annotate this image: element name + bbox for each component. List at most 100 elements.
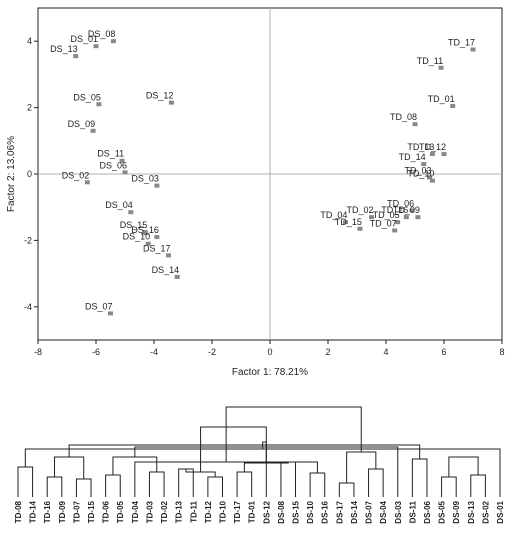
dendrogram-leaf-label: TD-10 — [218, 500, 227, 523]
dendrogram-branch — [262, 441, 267, 497]
point-label: TD_13 — [407, 142, 434, 152]
point-label: TD_06 — [387, 199, 414, 209]
x-axis-ticks: -8 -6 -4 -2 0 2 4 6 8 — [34, 340, 505, 357]
data-point: DS_15 — [120, 220, 148, 235]
point-marker — [395, 220, 401, 225]
point-marker — [168, 100, 174, 105]
dendrogram-branch — [105, 474, 121, 497]
point-label: TD_12 — [419, 142, 446, 152]
data-point: TD_04 — [320, 210, 348, 225]
x-tick-label: 6 — [441, 347, 446, 357]
dendrogram-branch — [134, 461, 318, 497]
point-marker — [73, 54, 79, 59]
y-axis-label: Factor 2: 13.06% — [6, 136, 17, 212]
x-tick-label: -4 — [150, 347, 158, 357]
point-marker — [357, 226, 363, 231]
dendrogram-leaf-label: DS-17 — [335, 500, 344, 523]
dendrogram-leaf-label: TD-15 — [87, 500, 96, 523]
point-marker — [409, 208, 415, 213]
dendrogram-branch — [17, 466, 34, 497]
point-marker — [421, 162, 427, 167]
dendrogram-leaf-label: TD-04 — [131, 500, 140, 523]
data-point: TD_06 — [387, 199, 415, 213]
point-label: DS_03 — [131, 174, 159, 184]
data-point: DS_11 — [97, 149, 125, 163]
dendrogram-leaf-label: TD-16 — [43, 500, 52, 523]
point-label: DS_04 — [105, 200, 133, 210]
point-label: DS_15 — [120, 220, 148, 230]
dendrogram-leaf-label: TD-05 — [116, 500, 125, 523]
y-tick-label: -2 — [24, 235, 32, 245]
point-label: TD_11 — [417, 56, 443, 66]
point-label: DS_17 — [143, 243, 171, 253]
point-marker — [90, 128, 96, 133]
dendrogram-branch — [24, 448, 501, 497]
point-marker — [128, 210, 134, 215]
point-label: DS_12 — [146, 91, 174, 101]
point-label: TD_05 — [373, 210, 400, 220]
point-marker — [403, 215, 409, 220]
dendrogram-branch — [236, 471, 253, 497]
data-point: DS_12 — [146, 91, 174, 105]
x-tick-label: 0 — [267, 347, 272, 357]
dendrogram-leaf-labels: TD-08 TD-14 TD-16 TD-09 TD-07 TD-15 TD-06 TD-05… — [14, 500, 505, 523]
data-point: DS_01 — [70, 34, 99, 49]
x-tick-label: -6 — [92, 347, 100, 357]
data-point: DS_13 — [50, 44, 79, 59]
point-marker — [429, 178, 435, 183]
data-point: DS_08 — [88, 29, 116, 44]
dendrogram-branch — [225, 406, 362, 462]
data-point: DS_05 — [73, 92, 102, 107]
point-label: DS_13 — [50, 44, 78, 54]
dendrogram-leaf-label: DS-14 — [350, 500, 359, 523]
dendrogram-leaf-label: DS-09 — [452, 500, 461, 523]
dendrogram-branch — [178, 468, 194, 497]
dendrogram-branch — [470, 474, 486, 497]
data-point: DS_07 — [85, 301, 113, 316]
data-point: TD_14 — [399, 152, 427, 167]
point-marker — [429, 152, 435, 157]
point-marker — [142, 230, 148, 235]
point-label: TD_07 — [370, 218, 397, 228]
dendrogram-branch — [448, 456, 479, 477]
dendrogram-leaf-label: DS-08 — [277, 500, 286, 523]
dendrogram-leaf-label: TD-03 — [145, 500, 154, 523]
dendrogram-leaf-label: TD-11 — [189, 500, 198, 522]
point-marker — [154, 235, 160, 240]
data-point: DS_14 — [152, 265, 180, 279]
dendrogram-branch — [441, 476, 457, 497]
data-point: DS_04 — [105, 200, 134, 215]
data-point: TD_16 — [381, 205, 409, 220]
dendrogram-leaf-label: TD-13 — [175, 500, 184, 523]
dendrogram-branch — [46, 476, 63, 497]
point-marker — [342, 220, 348, 225]
y-tick-label: 0 — [27, 169, 32, 179]
dendrogram-branch — [338, 482, 355, 497]
point-label: DS_02 — [62, 170, 90, 180]
point-marker — [438, 65, 444, 70]
dendrogram-branches — [17, 406, 501, 497]
dendrogram-leaf-label: DS-06 — [423, 500, 432, 523]
point-label: TD_02 — [346, 205, 373, 215]
dendrogram-branch — [309, 472, 326, 497]
dendrogram-leaf-label: TD-12 — [204, 500, 213, 523]
dendrogram-leaf-label: DS-16 — [321, 500, 330, 523]
point-label: TD_10 — [407, 169, 434, 179]
point-marker — [110, 39, 116, 44]
dendrogram-leaf-label: DS-10 — [306, 500, 315, 523]
point-marker — [427, 175, 432, 180]
point-marker — [145, 241, 151, 246]
data-point: DS_03 — [131, 174, 160, 188]
dendrogram-branch — [148, 471, 165, 497]
point-marker — [84, 180, 90, 185]
data-point: DS_06 — [99, 160, 128, 175]
data-point: TD_13 — [407, 142, 435, 157]
data-point: TD_17 — [448, 38, 476, 52]
dendrogram-branch — [75, 478, 92, 497]
dendrogram-leaf-label: DS-13 — [467, 500, 476, 523]
point-label: TD_16 — [381, 205, 408, 215]
dendrogram-leaf-label: DS-05 — [438, 500, 447, 523]
data-point: TD_08 — [390, 112, 418, 127]
point-marker — [174, 274, 180, 279]
